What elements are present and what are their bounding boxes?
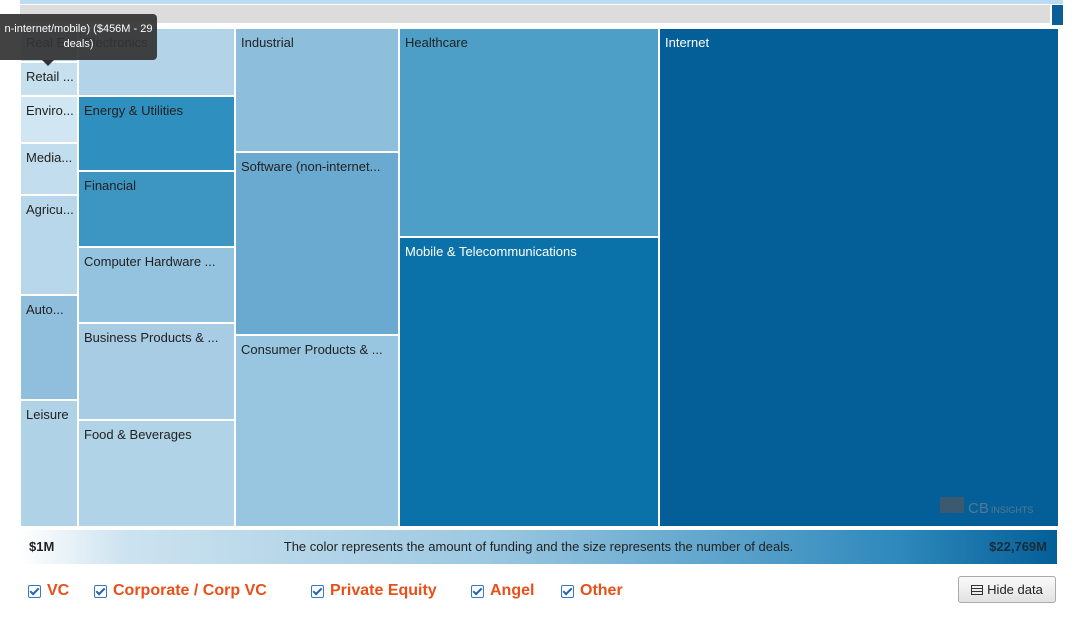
checkbox[interactable]: [561, 584, 574, 598]
hide-data-button[interactable]: Hide data: [958, 576, 1056, 603]
watermark: CB INSIGHTS: [940, 497, 1033, 517]
tile-label: Food & Beverages: [84, 427, 192, 442]
treemap-tile[interactable]: Retail ...: [20, 62, 78, 96]
tile-label: Leisure: [26, 407, 69, 422]
filter-label: Private Equity: [330, 582, 437, 599]
treemap-tile[interactable]: Computer Hardware ...: [78, 247, 235, 323]
treemap-tile[interactable]: Enviro...: [20, 96, 78, 143]
treemap-tile[interactable]: Auto...: [20, 295, 78, 400]
top-bar: [20, 0, 1063, 4]
treemap-tile[interactable]: Energy & Utilities: [78, 96, 235, 171]
tile-label: Consumer Products & ...: [241, 342, 383, 357]
treemap-tile[interactable]: Mobile & Telecommunications: [399, 237, 659, 527]
tile-label: Computer Hardware ...: [84, 254, 216, 269]
tile-label: Auto...: [26, 302, 64, 317]
button-label: Hide data: [987, 582, 1043, 597]
tile-label: Industrial: [241, 35, 294, 50]
treemap-tile[interactable]: Leisure: [20, 400, 78, 527]
tile-label: Retail ...: [26, 69, 74, 84]
filter-label: VC: [47, 582, 70, 599]
watermark-suffix: INSIGHTS: [990, 505, 1034, 515]
tooltip-line: deals): [63, 38, 94, 50]
tile-label: Software (non-internet...: [241, 159, 381, 174]
filter-label: Other: [580, 582, 623, 599]
treemap-tile[interactable]: Internet: [659, 28, 1059, 527]
tile-label: Enviro...: [26, 103, 74, 118]
filter-option[interactable]: VC: [28, 582, 69, 600]
filter-option[interactable]: Corporate / Corp VC: [94, 582, 267, 600]
tile-label: Mobile & Telecommunications: [405, 244, 577, 259]
filter-label: Corporate / Corp VC: [113, 582, 267, 599]
tile-label: Financial: [84, 178, 137, 193]
tooltip-arrow: [42, 60, 54, 66]
tooltip: n-internet/mobile) ($456M - 29 deals): [0, 14, 157, 60]
treemap-tile[interactable]: Software (non-internet...: [235, 152, 399, 335]
legend-min: $1M: [29, 539, 55, 554]
filter-label: Angel: [490, 582, 535, 599]
watermark-brand: CB: [968, 500, 989, 517]
scroll-thumb: [1052, 5, 1063, 25]
table-icon: [971, 584, 984, 595]
treemap-tile[interactable]: Business Products & ...: [78, 323, 235, 420]
legend-caption: The color represents the amount of fundi…: [283, 539, 794, 554]
tile-label: Business Products & ...: [84, 330, 219, 345]
treemap-tile[interactable]: Financial: [78, 171, 235, 247]
filter-option[interactable]: Angel: [471, 582, 534, 600]
filter-option[interactable]: Private Equity: [311, 582, 437, 600]
tooltip-line: n-internet/mobile) ($456M - 29: [4, 23, 153, 35]
tile-label: Energy & Utilities: [84, 103, 183, 118]
checkbox[interactable]: [94, 584, 107, 598]
treemap-tile[interactable]: Food & Beverages: [78, 420, 235, 527]
tile-label: Healthcare: [405, 35, 468, 50]
treemap-tile[interactable]: Healthcare: [399, 28, 659, 237]
scroll-track: [20, 5, 1050, 23]
checkbox[interactable]: [311, 584, 324, 598]
tile-label: Internet: [665, 35, 710, 50]
color-legend: $1M The color represents the amount of f…: [20, 530, 1057, 564]
watermark-icon: [940, 497, 964, 513]
checkbox[interactable]: [28, 584, 41, 598]
tile-label: Agricu...: [26, 202, 74, 217]
checkbox[interactable]: [471, 584, 484, 598]
filter-option[interactable]: Other: [561, 582, 623, 600]
treemap-tile[interactable]: Agricu...: [20, 195, 78, 295]
tile-label: Media...: [26, 150, 73, 165]
treemap-tile[interactable]: Consumer Products & ...: [235, 335, 399, 527]
treemap-tile[interactable]: Media...: [20, 143, 78, 195]
treemap-tile[interactable]: Industrial: [235, 28, 399, 152]
legend-max: $22,769M: [989, 539, 1047, 554]
